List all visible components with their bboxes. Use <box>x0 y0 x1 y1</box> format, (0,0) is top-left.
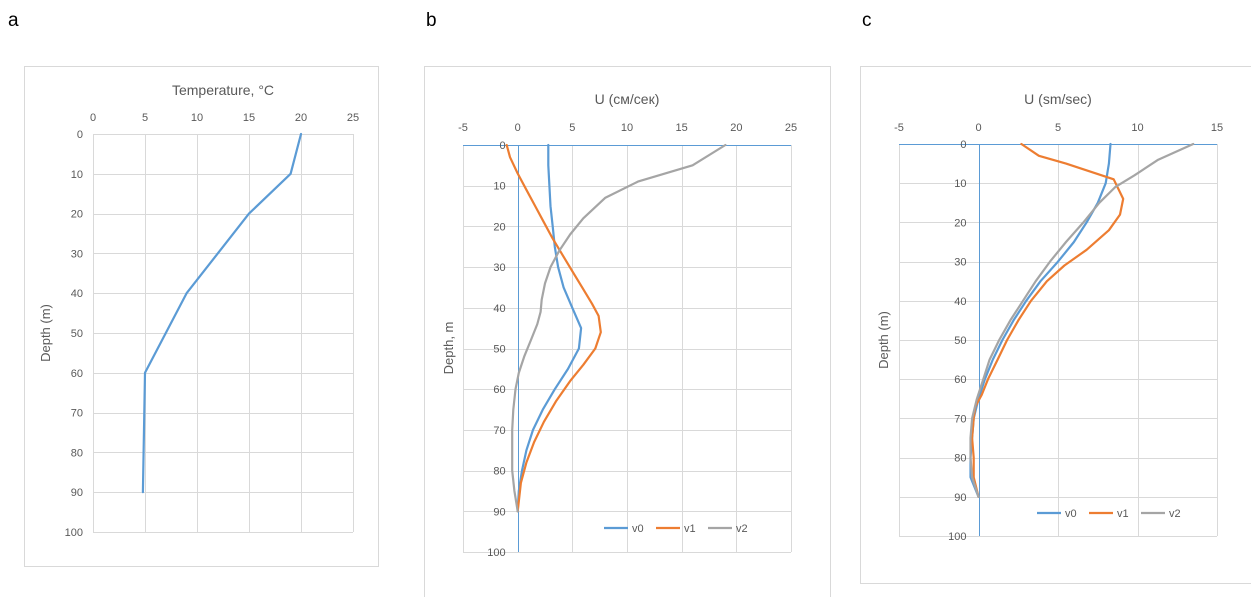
x-tick-label: 20 <box>295 112 307 124</box>
x-tick-label: 15 <box>676 122 688 134</box>
x-tick-label: 25 <box>347 112 359 124</box>
chart-title: Temperature, °C <box>172 82 274 98</box>
legend-label-v0: v0 <box>1065 508 1077 520</box>
y-tick-label: 100 <box>65 527 83 539</box>
legend-label-v0: v0 <box>632 523 644 535</box>
y-tick-label: 40 <box>493 303 505 315</box>
y-tick-label: 50 <box>954 335 966 347</box>
y-tick-label: 80 <box>954 453 966 465</box>
legend-label-v2: v2 <box>1169 508 1181 520</box>
y-tick-label: 0 <box>500 140 506 152</box>
y-tick-label: 90 <box>954 492 966 504</box>
y-tick-label: 10 <box>954 178 966 190</box>
x-tick-label: 5 <box>1055 122 1061 134</box>
y-tick-label: 90 <box>493 506 505 518</box>
y-tick-label: 60 <box>71 368 83 380</box>
y-tick-label: 40 <box>71 288 83 300</box>
y-tick-label: 30 <box>954 257 966 269</box>
y-tick-label: 90 <box>71 487 83 499</box>
y-tick-label: 80 <box>493 466 505 478</box>
y-tick-label: 50 <box>71 328 83 340</box>
y-tick-label: 70 <box>71 408 83 420</box>
y-tick-label: 100 <box>487 547 505 559</box>
x-tick-label: -5 <box>458 122 468 134</box>
x-tick-label: 0 <box>975 122 981 134</box>
y-tick-label: 70 <box>954 413 966 425</box>
y-axis-label: Depth (m) <box>38 304 53 362</box>
y-axis-label: Depth (m) <box>876 311 891 369</box>
x-tick-label: 5 <box>142 112 148 124</box>
x-tick-label: 0 <box>90 112 96 124</box>
x-tick-label: 10 <box>621 122 633 134</box>
x-tick-label: 5 <box>569 122 575 134</box>
y-tick-label: 100 <box>948 531 966 543</box>
y-tick-label: 60 <box>493 384 505 396</box>
x-tick-label: 15 <box>243 112 255 124</box>
y-tick-label: 60 <box>954 374 966 386</box>
y-tick-label: 10 <box>71 169 83 181</box>
chart-title: U (см/сек) <box>595 91 660 107</box>
y-tick-label: 10 <box>493 181 505 193</box>
x-tick-label: 10 <box>1131 122 1143 134</box>
y-tick-label: 0 <box>960 139 966 151</box>
x-tick-label: 20 <box>730 122 742 134</box>
y-tick-label: 70 <box>493 425 505 437</box>
legend-label-v1: v1 <box>1117 508 1129 520</box>
legend-label-v1: v1 <box>684 523 696 535</box>
y-tick-label: 50 <box>493 344 505 356</box>
y-axis-label: Depth, m <box>441 322 456 375</box>
x-tick-label: -5 <box>894 122 904 134</box>
y-tick-label: 80 <box>71 447 83 459</box>
y-tick-label: 0 <box>77 129 83 141</box>
x-tick-label: 10 <box>191 112 203 124</box>
y-tick-label: 40 <box>954 296 966 308</box>
y-tick-label: 30 <box>493 262 505 274</box>
x-tick-label: 0 <box>515 122 521 134</box>
y-tick-label: 20 <box>71 209 83 221</box>
y-tick-label: 20 <box>954 217 966 229</box>
chart-title: U (sm/sec) <box>1024 91 1092 107</box>
y-tick-label: 20 <box>493 221 505 233</box>
legend-label-v2: v2 <box>736 523 748 535</box>
y-tick-label: 30 <box>71 248 83 260</box>
x-tick-label: 15 <box>1211 122 1223 134</box>
x-tick-label: 25 <box>785 122 797 134</box>
